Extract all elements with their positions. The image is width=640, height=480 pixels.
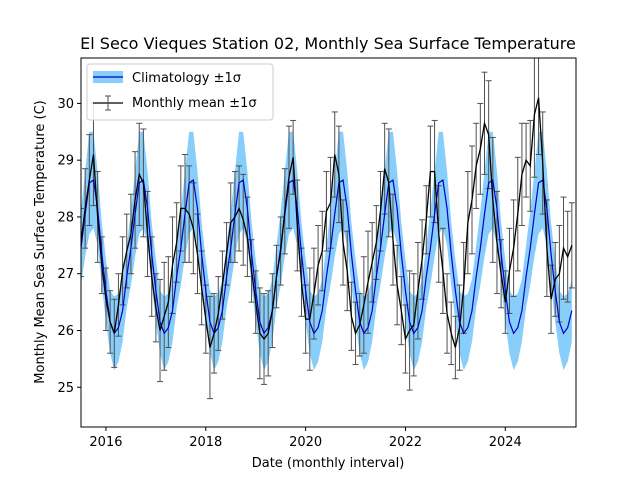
x-axis: 2016 2018 2020 2022 2024 — [89, 427, 522, 450]
legend-monthly-label: Monthly mean ±1σ — [132, 96, 257, 111]
x-tick-label: 2024 — [489, 435, 522, 450]
x-tick-label: 2016 — [89, 435, 122, 450]
climatology-line — [81, 179, 573, 335]
monthly-mean-line — [81, 97, 573, 348]
y-tick-label: 29 — [57, 154, 74, 169]
plot-area — [81, 58, 575, 400]
y-axis: 25 26 27 28 29 30 — [57, 97, 81, 396]
y-tick-label: 27 — [57, 267, 74, 282]
error-bar — [81, 207, 84, 278]
x-axis-label: Date (monthly interval) — [252, 456, 405, 471]
x-tick-label: 2022 — [389, 435, 422, 450]
legend: Climatology ±1σ Monthly mean ±1σ — [86, 63, 274, 121]
y-tick-label: 28 — [57, 210, 74, 225]
legend-climatology-label: Climatology ±1σ — [132, 71, 241, 86]
chart-title: El Seco Vieques Station 02, Monthly Sea … — [80, 34, 576, 53]
x-tick-label: 2018 — [189, 435, 222, 450]
y-tick-label: 30 — [57, 97, 74, 112]
x-tick-label: 2020 — [289, 435, 322, 450]
error-bar — [568, 202, 575, 289]
plot-frame — [80, 57, 577, 428]
y-axis-label: Monthly Mean Sea Surface Temperature (C) — [33, 100, 48, 383]
legend-frame — [86, 63, 274, 121]
y-tick-label: 26 — [57, 324, 74, 339]
y-tick-label: 25 — [57, 381, 74, 396]
